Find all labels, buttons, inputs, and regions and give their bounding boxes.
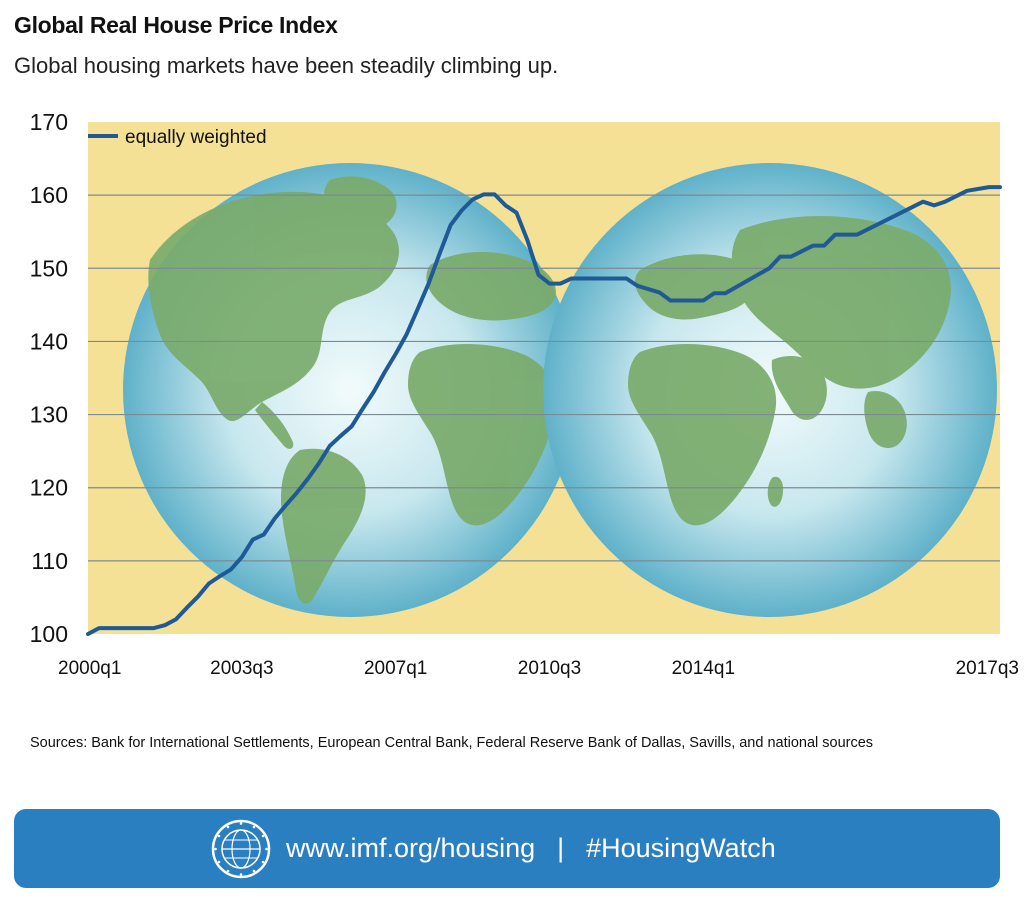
x-axis: 2000q1 2003q3 2007q1 2010q3 2014q1 2017q3 [58, 658, 1019, 679]
y-tick-label: 110 [31, 548, 68, 574]
y-tick-label: 140 [30, 328, 68, 354]
footer-text: www.imf.org/housing | #HousingWatch [286, 809, 776, 888]
x-tick-label: 2003q3 [210, 658, 273, 679]
y-tick-label: 120 [30, 475, 68, 501]
legend-label: equally weighted [125, 127, 267, 148]
y-tick-label: 160 [30, 182, 68, 208]
globe-illustration [123, 163, 997, 617]
x-tick-label: 2017q3 [956, 658, 1019, 679]
footer-bar: www.imf.org/housing | #HousingWatch [14, 809, 1000, 888]
footer-separator: | [557, 833, 565, 863]
source-note: Sources: Bank for International Settleme… [30, 735, 874, 751]
imf-seal-icon [211, 819, 271, 879]
x-tick-label: 2007q1 [364, 658, 427, 679]
y-tick-label: 130 [30, 402, 68, 428]
x-tick-label: 2010q3 [518, 658, 581, 679]
gridlines [88, 194, 1000, 562]
chart-subtitle: Global housing markets have been steadil… [14, 53, 559, 78]
y-axis: 100 110 120 130 140 150 160 170 [30, 109, 68, 647]
footer-hashtag-link[interactable]: #HousingWatch [586, 833, 776, 863]
y-tick-label: 150 [30, 255, 68, 281]
x-tick-label: 2000q1 [58, 658, 121, 679]
series-layer [86, 185, 1002, 636]
series-line [86, 185, 1002, 636]
legend: equally weighted [88, 127, 267, 148]
chart-title: Global Real House Price Index [14, 12, 338, 38]
x-tick-label: 2014q1 [672, 658, 735, 679]
y-tick-label: 170 [30, 109, 68, 135]
y-tick-label: 100 [30, 621, 68, 647]
left-globe-land [148, 176, 557, 604]
right-globe-land [628, 215, 951, 526]
footer-url-link[interactable]: www.imf.org/housing [286, 833, 536, 863]
